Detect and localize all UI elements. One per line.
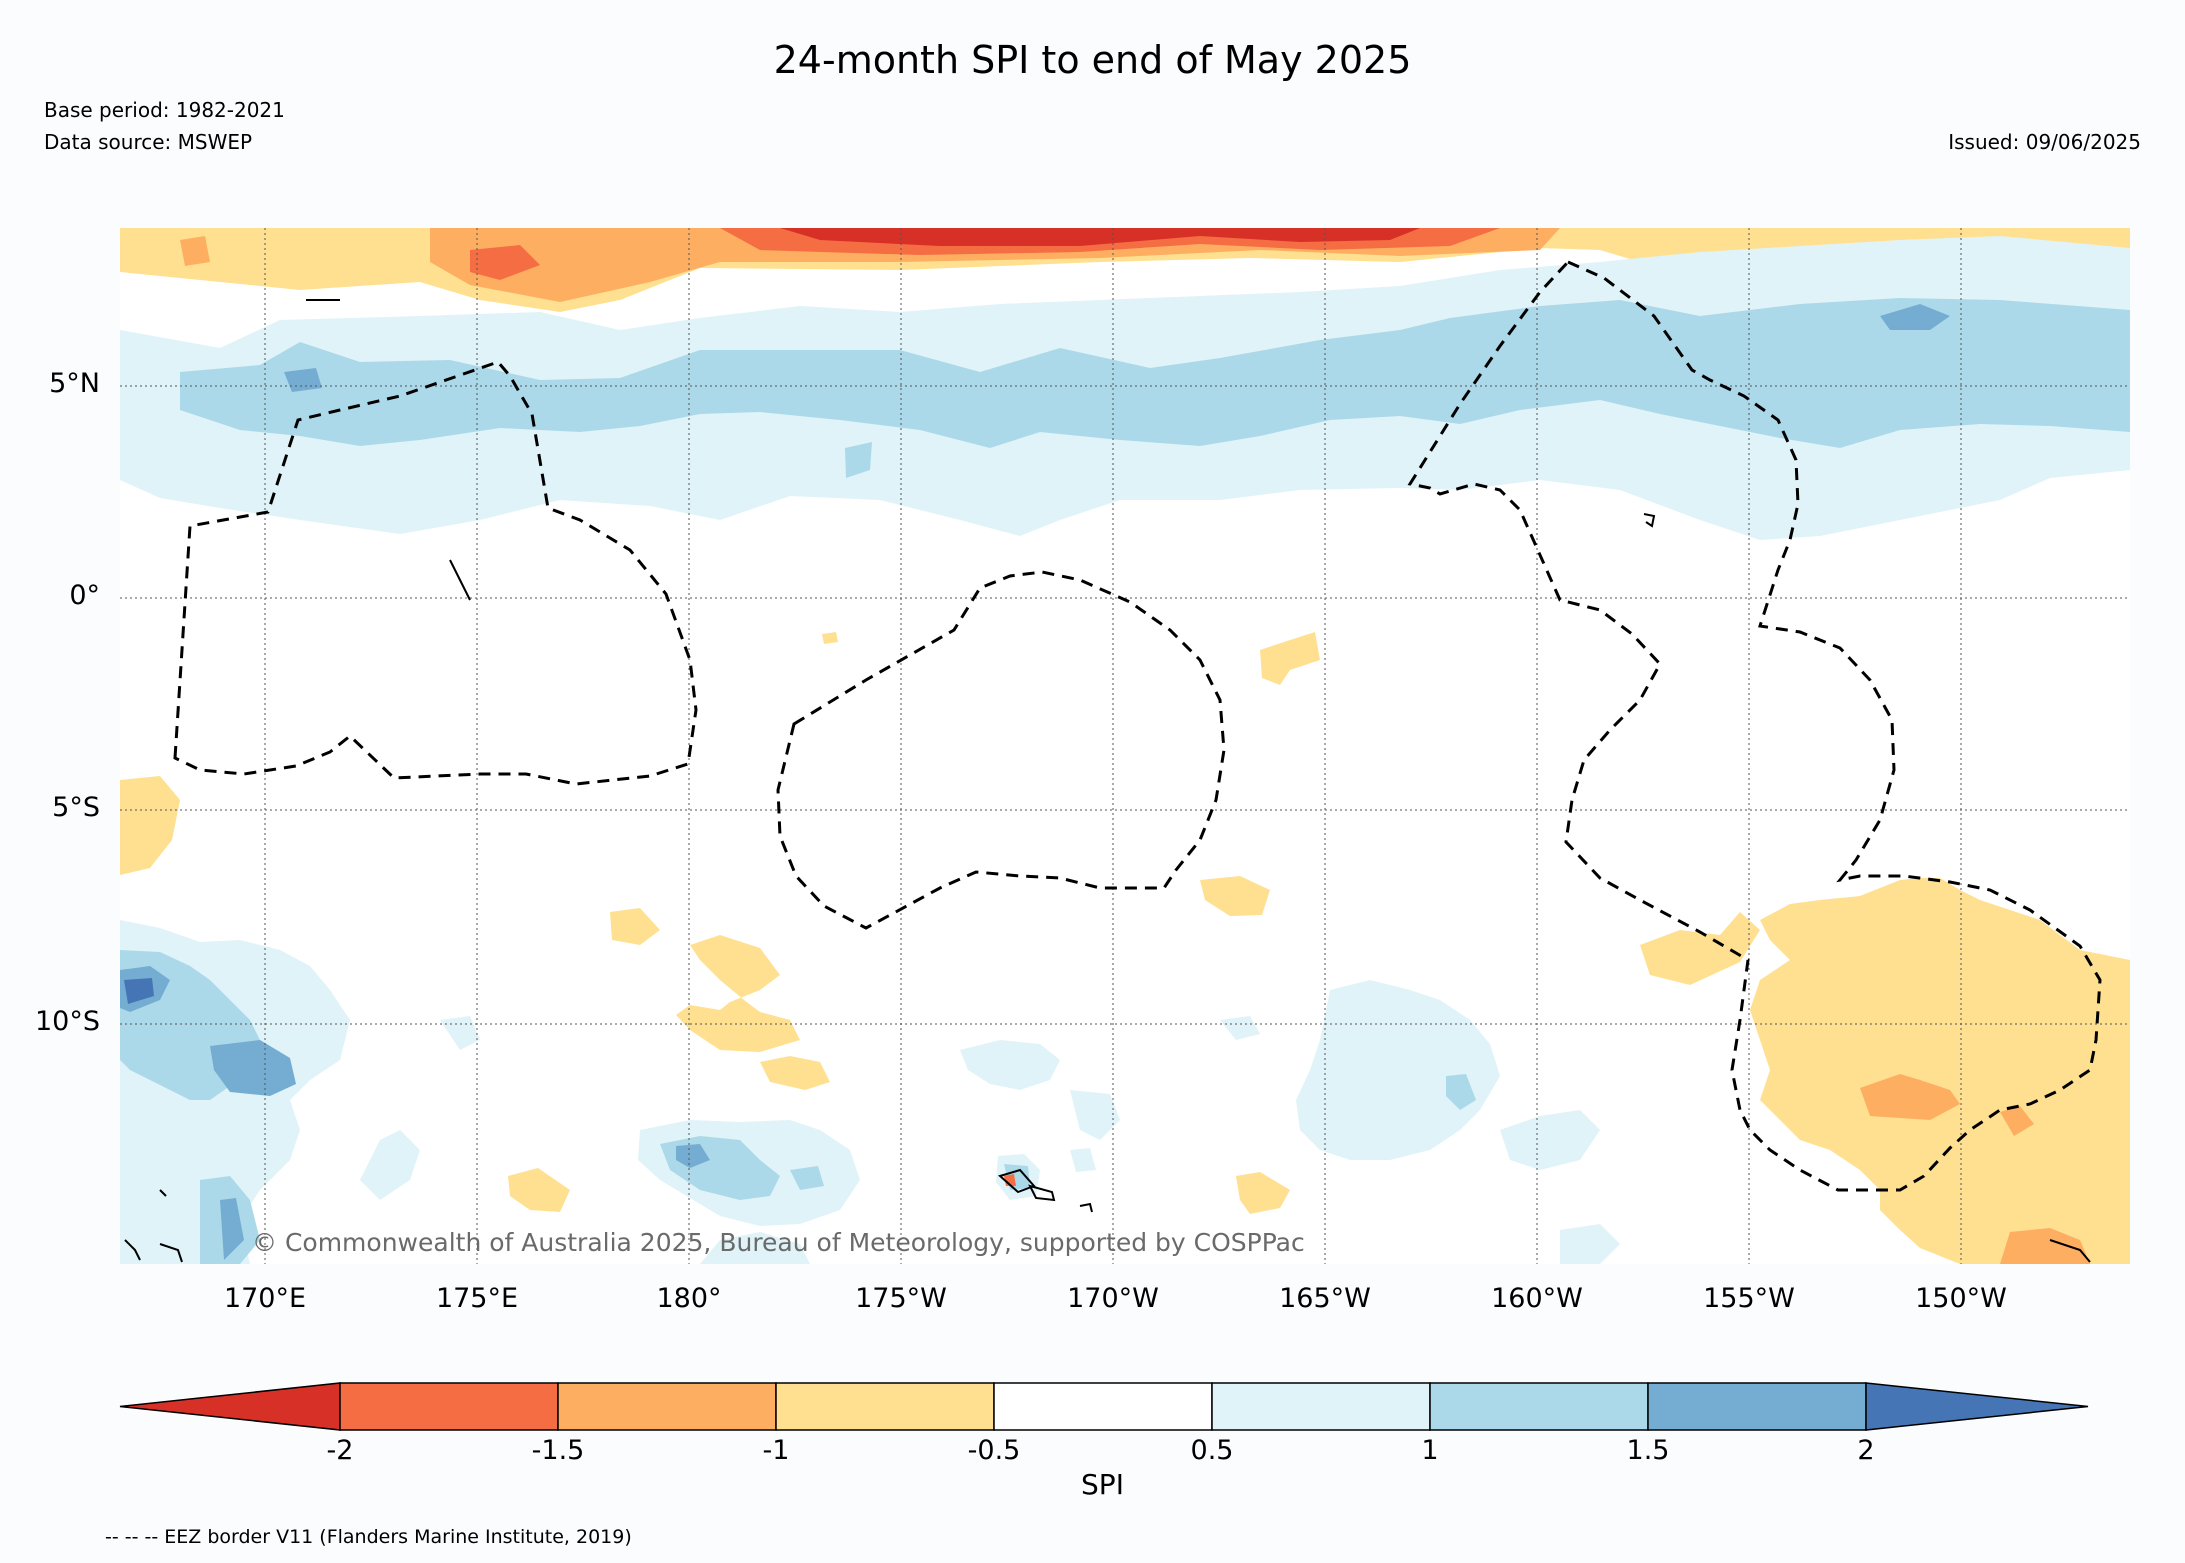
- island-outlines: [124, 299, 2091, 1263]
- colorbar-segment: [339, 1382, 559, 1431]
- colorbar-title: SPI: [1081, 1468, 1124, 1501]
- base-period-label: Base period: 1982-2021: [44, 98, 285, 122]
- colorbar-extend-low: [119, 1382, 341, 1431]
- colorbar-tick: 1.5: [1626, 1435, 1670, 1466]
- colorbar-tick: -2: [326, 1435, 354, 1466]
- colorbar-extend-high: [1865, 1382, 2089, 1431]
- eez-legend: -- -- -- EEZ border V11 (Flanders Marine…: [105, 1526, 632, 1548]
- lon-label-155w: 155°W: [1703, 1283, 1795, 1314]
- lon-label-180: 180°: [656, 1283, 722, 1314]
- data-source-label: Data source: MSWEP: [44, 130, 253, 154]
- colorbar-tick: -1: [762, 1435, 790, 1466]
- lon-label-175w: 175°W: [855, 1283, 947, 1314]
- copyright-notice: © Commonwealth of Australia 2025, Bureau…: [252, 1228, 1305, 1257]
- issued-date-label: Issued: 09/06/2025: [1948, 130, 2141, 154]
- map-title: 24-month SPI to end of May 2025: [773, 38, 1412, 82]
- colorbar-segment: [1647, 1382, 1867, 1431]
- wet-band-north-core: [180, 298, 2130, 448]
- colorbar-tick: 1: [1421, 1435, 1439, 1466]
- dry-band-north-core3: [780, 228, 1420, 246]
- graticule: [120, 228, 2130, 1264]
- dry-region-southeast: [1640, 878, 2130, 1264]
- colorbar-tick: 0.5: [1190, 1435, 1234, 1466]
- lat-label-10s: 10°S: [35, 1006, 100, 1037]
- lon-label-175e: 175°E: [435, 1283, 519, 1314]
- lon-label-150w: 150°W: [1915, 1283, 2007, 1314]
- lat-label-5s: 5°S: [52, 792, 100, 823]
- lon-label-165w: 165°W: [1279, 1283, 1371, 1314]
- lat-label-0: 0°: [69, 580, 100, 611]
- colorbar-segment: [1429, 1382, 1649, 1431]
- spi-field: [120, 228, 2130, 1264]
- lon-label-170e: 170°E: [223, 1283, 307, 1314]
- lon-label-170w: 170°W: [1067, 1283, 1159, 1314]
- eez-borders: [173, 260, 2102, 1192]
- colorbar-tick: -0.5: [967, 1435, 1021, 1466]
- lat-label-5n: 5°N: [49, 368, 100, 399]
- colorbar-segment: [775, 1382, 995, 1431]
- colorbar-tick: -1.5: [531, 1435, 585, 1466]
- colorbar-tick: 2: [1857, 1435, 1875, 1466]
- lon-label-160w: 160°W: [1491, 1283, 1583, 1314]
- colorbar-segment: [557, 1382, 777, 1431]
- colorbar-segment: [993, 1382, 1213, 1431]
- colorbar-segment: [1211, 1382, 1431, 1431]
